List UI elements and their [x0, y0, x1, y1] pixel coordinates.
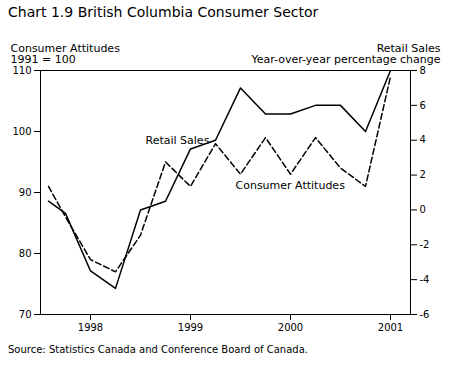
- svg-text:Retail Sales: Retail Sales: [146, 134, 210, 147]
- svg-text:-6: -6: [420, 309, 430, 320]
- svg-text:Consumer Attitudes: Consumer Attitudes: [236, 179, 346, 192]
- svg-text:0: 0: [420, 204, 426, 215]
- svg-text:90: 90: [19, 187, 32, 198]
- svg-text:Retail SalesYear-over-year per: Retail SalesYear-over-year percentage ch…: [251, 42, 441, 66]
- svg-text:2: 2: [420, 169, 426, 180]
- svg-text:-4: -4: [420, 274, 430, 285]
- svg-text:100: 100: [12, 126, 31, 137]
- svg-text:2001: 2001: [378, 322, 403, 333]
- svg-text:1999: 1999: [178, 322, 203, 333]
- svg-text:Consumer Attitudes1991 = 100: Consumer Attitudes1991 = 100: [11, 42, 121, 66]
- svg-text:6: 6: [420, 100, 426, 111]
- svg-text:70: 70: [19, 309, 32, 320]
- svg-text:8: 8: [420, 65, 426, 76]
- svg-text:4: 4: [420, 134, 426, 145]
- svg-text:2000: 2000: [278, 322, 303, 333]
- html-text:Source: Statistics Canada and: Source: Statistics Canada and Conference…: [8, 344, 308, 355]
- html-text:Chart 1.9 British Columbia Con: Chart 1.9 British Columbia Consumer Sect…: [8, 4, 319, 20]
- svg-text:80: 80: [19, 248, 32, 259]
- svg-text:1998: 1998: [78, 322, 103, 333]
- svg-text:110: 110: [12, 65, 31, 76]
- svg-text:-2: -2: [420, 239, 430, 250]
